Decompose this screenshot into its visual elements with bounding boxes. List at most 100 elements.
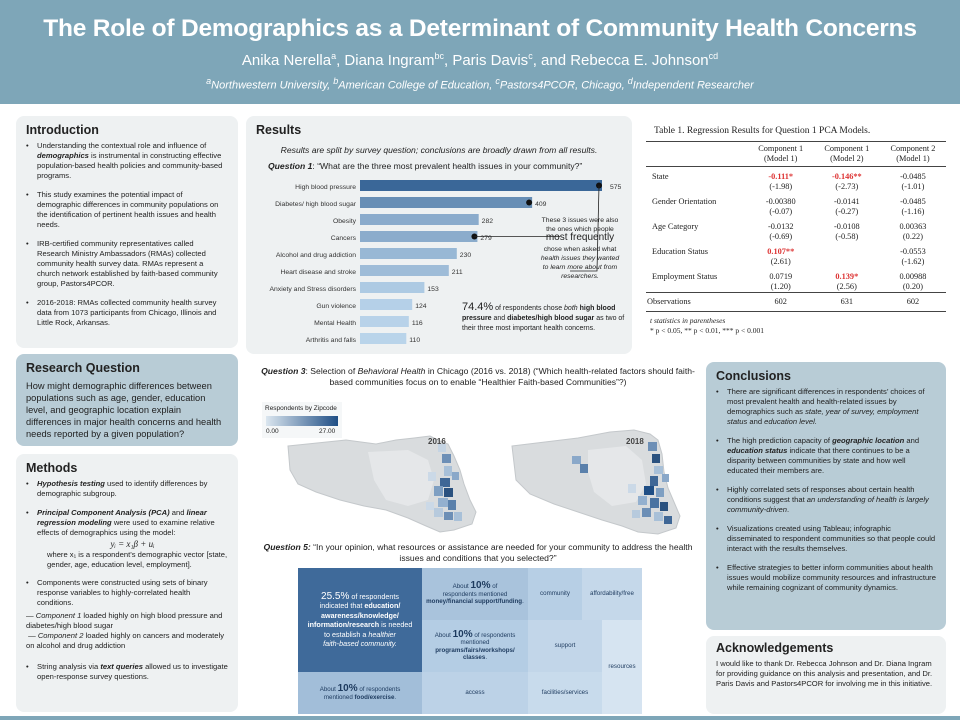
text: access (465, 689, 485, 697)
table-row: Age Category -0.0132 -0.0108 0.00363 (646, 217, 946, 232)
map-zip (444, 466, 452, 476)
regression-table-area: Table 1. Regression Results for Question… (638, 120, 950, 350)
map-zip (444, 512, 453, 520)
legend-min: 0.00 (266, 428, 279, 435)
map-zip (644, 486, 654, 495)
header-line: Component 1 (758, 144, 804, 153)
table-row: Gender Orientation -0.00380 -0.0141 -0.0485 (646, 192, 946, 207)
question-number: Question 1 (268, 161, 313, 171)
introduction-panel: Introduction Understanding the contextua… (16, 116, 238, 348)
category-label: Alcohol and drug addiction (276, 252, 356, 259)
emphasis: Behavioral Health (357, 366, 426, 376)
text: There are significant differences in res… (727, 387, 925, 416)
value-label: 230 (460, 252, 472, 259)
table-footnote: t statistics in parentheses (650, 316, 726, 325)
tstat-cell: (-2.73) (835, 182, 859, 191)
introduction-list: Understanding the contextual role and in… (16, 139, 238, 328)
map-zip (444, 488, 453, 497)
stat-emphasis: both (564, 305, 578, 312)
callout-text: health issues they wanted (541, 255, 619, 262)
legend-gradient (266, 416, 338, 426)
map-zip (454, 512, 462, 521)
bar (360, 214, 479, 225)
observations-cell: 631 (813, 292, 880, 312)
poster-header: The Role of Demographics as a Determinan… (0, 0, 960, 104)
text: and (169, 508, 187, 517)
text: facilities/services (541, 689, 589, 697)
emphasis: Component 1 (35, 611, 82, 620)
emphasis: education/ (364, 601, 401, 610)
text: About (319, 686, 336, 693)
stat-text: high blood (578, 305, 616, 312)
bar (360, 333, 407, 344)
author-sup: bc (434, 51, 444, 61)
category-label: Mental Health (314, 320, 356, 327)
coefficient-cell: -0.0485 (900, 197, 926, 206)
author-name: Paris Davis (452, 52, 529, 69)
stat-text: as two of (594, 315, 624, 322)
tstat-cell: (-0.69) (769, 232, 793, 241)
affiliation: Pastors4PCOR, Chicago (499, 79, 622, 92)
tstat-cell: (-1.98) (769, 182, 793, 191)
methods-heading: Methods (26, 461, 78, 475)
question1-label: Question 1: “What are the three most pre… (246, 155, 632, 171)
callout-text: These 3 issues were also (542, 217, 619, 224)
category-label: Cancers (331, 235, 357, 242)
research-question-heading: Research Question (26, 361, 140, 375)
emphasis: classes (462, 654, 486, 661)
treemap-money: About 10% of respondents mentioned money/f… (422, 568, 528, 620)
affiliation: Independent Researcher (632, 79, 754, 92)
text: affordability/free (590, 590, 634, 598)
emphasis: an understanding of health is largely co… (727, 495, 929, 514)
coefficient-cell: -0.0132 (767, 222, 794, 231)
tstat-cell: (0.20) (902, 282, 923, 291)
treemap-affordability: affordability/free (582, 568, 642, 620)
list-item: String analysis via text queries allowed… (26, 662, 228, 682)
category-label: Heart disease and stroke (280, 269, 356, 276)
text: About (452, 583, 469, 591)
emphasis: education level. (764, 417, 817, 426)
callout-text: the ones which people (546, 226, 614, 233)
map-zip (426, 502, 434, 510)
table-header (646, 141, 748, 167)
table-row: (-0.69) (-0.58) (0.22) (646, 232, 946, 242)
callout-text: chose when asked what (544, 246, 617, 253)
row-label: Employment Status (652, 272, 718, 281)
row-label (646, 182, 748, 192)
list-item: The high prediction capacity of geograph… (716, 436, 936, 476)
value-label: 116 (412, 320, 423, 327)
text: About (434, 631, 451, 639)
question5-treemap: 25.5% of respondents indicated that educ… (298, 568, 642, 714)
callout-text: to learn more about from (543, 264, 618, 271)
emphasis: awareness/knowledge/ (321, 610, 399, 620)
text: Understanding the contextual role and in… (37, 141, 207, 150)
header-line: (Model 2) (830, 154, 864, 163)
map-legend: Respondents by Zipcode 0.00 27.00 (262, 402, 342, 438)
tstat-cell: (-0.58) (835, 232, 859, 241)
list-item: Effective strategies to better inform co… (716, 563, 936, 593)
text: community (540, 590, 570, 598)
stat-text: and (492, 315, 508, 322)
acknowledgements-heading: Acknowledgements (716, 641, 834, 655)
stat-line: their three most important health concer… (462, 325, 595, 332)
row-label (646, 207, 748, 217)
text: loaded highly on cancers and moderately … (26, 631, 224, 650)
map-zip (572, 456, 581, 464)
treemap-text: About 10% of respondents mentioned progra… (434, 628, 516, 661)
list-item: Hypothesis testing used to identify diff… (26, 479, 228, 499)
question-text: in Chicago (2016 vs. 2018) (“Which healt… (329, 366, 695, 387)
research-question-text: How might demographic differences betwee… (26, 381, 222, 439)
map-year-label: 2018 (626, 437, 644, 446)
bar (360, 299, 413, 310)
table-row: (1.20) (2.56) (0.20) (646, 282, 946, 293)
results-panel: Results Results are split by survey ques… (246, 116, 632, 354)
table-header: Component 1 (Model 2) (813, 141, 880, 167)
text: used to identify differences by demograp… (37, 479, 208, 498)
value-label: 575 (610, 184, 622, 191)
table-footnote: * p < 0.05, ** p < 0.01, *** p < 0.001 (650, 326, 764, 335)
coefficient-cell: -0.0485 (900, 172, 926, 181)
acknowledgements-panel: Acknowledgements I would like to thank D… (706, 636, 946, 714)
map-zip (428, 472, 436, 481)
emphasis: information/research (307, 620, 380, 629)
coefficient-cell: -0.111* (768, 172, 794, 181)
